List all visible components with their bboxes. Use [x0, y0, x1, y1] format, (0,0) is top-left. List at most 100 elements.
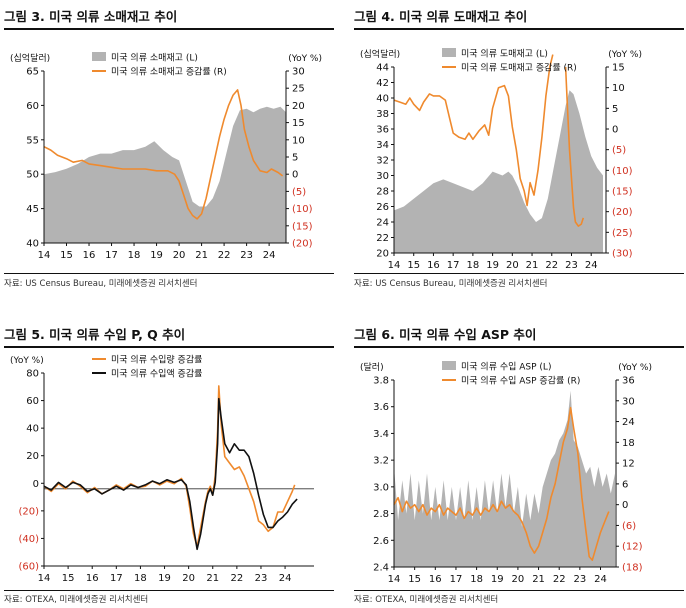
x-tick-label: 19: [491, 574, 504, 585]
series-line-2: [564, 66, 585, 227]
x-tick-label: 24: [279, 573, 292, 584]
chart-svg: 14 15 16 17 18 19 20 21 22 23 24 2.4 2.6 2.8 3.0 3.2 3.4…: [360, 361, 652, 586]
x-tick-label: 15: [62, 573, 75, 584]
x-tick-label: 19: [486, 260, 499, 271]
x-tick-label: 21: [526, 260, 539, 271]
chart-panel-4: 그림 4. 미국 의류 도매재고 추이 14 15 16 17 18 19 20 21 22 23…: [354, 6, 684, 296]
x-tick-label: 20: [173, 250, 186, 261]
legend-label: 미국 의류 소매재고 증감률 (R): [111, 66, 227, 78]
chart-svg: 14 15 16 17 18 19 20 21 22 23 24 20 22 24 26 28 30 32 34 36…: [360, 48, 642, 271]
x-tick-label: 22: [553, 574, 566, 585]
x-tick-label: 17: [105, 250, 118, 261]
series-line-1: [43, 397, 298, 551]
y-tick-label: 65: [26, 67, 39, 78]
x-tick-label: 18: [470, 574, 483, 585]
x-tick-label: 14: [388, 260, 401, 271]
y-tick-label: 28: [376, 187, 389, 198]
y-tick-label-right: 0: [292, 170, 298, 181]
y-tick-label-right: (20): [612, 207, 633, 218]
y-tick-label-right: 15: [612, 63, 625, 74]
x-tick-label: 24: [263, 250, 276, 261]
series-line-0: [43, 385, 296, 548]
y-tick-label: 0: [33, 479, 39, 490]
x-tick-label: 17: [110, 573, 123, 584]
x-tick-label: 20: [182, 573, 195, 584]
y-axis-unit-label-right: (YoY %): [608, 50, 642, 60]
x-tick-label: 16: [86, 573, 99, 584]
y-tick-label-right: 5: [612, 104, 618, 115]
y-tick-label: 45: [26, 204, 39, 215]
y-tick-label: 36: [376, 125, 389, 136]
y-tick-label-right: (10): [292, 204, 313, 215]
x-tick-label: 24: [594, 574, 607, 585]
x-tick-label: 17: [450, 574, 463, 585]
y-tick-label-right: 24: [622, 417, 635, 428]
chart-panel-3: 그림 3. 미국 의류 소매재고 추이 14 15 16 17 18 19 20 21 22 23…: [4, 6, 334, 296]
source-rule: [354, 590, 684, 591]
x-tick-label: 14: [388, 574, 401, 585]
y-tick-label-right: (18): [622, 563, 643, 574]
x-tick-label: 23: [573, 574, 586, 585]
legend-label: 미국 의류 도매재고 (L): [461, 49, 548, 60]
x-tick-label: 15: [60, 250, 73, 261]
x-tick-label: 19: [158, 573, 171, 584]
chart-panel-6: 그림 6. 미국 의류 수입 ASP 추이 14 15 16 17 18 19 20 21 22…: [354, 324, 684, 608]
y-tick-label: (40): [18, 534, 39, 545]
y-tick-label: 44: [376, 63, 389, 74]
title-rule: [354, 346, 684, 348]
y-tick-label-right: (5): [292, 187, 306, 198]
y-tick-label-right: (15): [612, 187, 633, 198]
source-note: 자료: US Census Bureau, 미래에셋증권 리서치센터: [4, 279, 198, 289]
chart-panel-5: 그림 5. 미국 의류 수입 P, Q 추이 14 15 16 17 18 19 20 21 2…: [4, 324, 334, 608]
y-tick-label: 30: [376, 171, 389, 182]
y-tick-label: 32: [376, 156, 389, 167]
y-tick-label-right: 30: [622, 396, 635, 407]
title-rule: [354, 28, 684, 30]
y-tick-label: 80: [26, 369, 39, 380]
x-tick-label: 19: [150, 250, 163, 261]
y-tick-label: 60: [26, 101, 39, 112]
legend-swatch-area: [442, 361, 456, 370]
y-tick-label: 40: [26, 239, 39, 250]
y-tick-label-right: 0: [612, 125, 618, 136]
title-rule: [4, 346, 334, 348]
y-tick-label-right: (15): [292, 221, 313, 232]
y-tick-label-right: (10): [612, 166, 633, 177]
x-tick-label: 17: [447, 260, 460, 271]
y-tick-label-right: 20: [292, 101, 305, 112]
series-area-0: [44, 106, 286, 243]
legend-label: 미국 의류 수입 ASP (L): [461, 361, 551, 373]
legend-swatch-area: [442, 48, 456, 57]
y-tick-label: 24: [376, 218, 389, 229]
y-tick-label: 3.2: [373, 456, 389, 467]
source-rule: [4, 590, 334, 591]
chart-title: 그림 6. 미국 의류 수입 ASP 추이: [354, 327, 537, 342]
x-tick-label: 18: [467, 260, 480, 271]
y-tick-label: (20): [18, 506, 39, 517]
y-tick-label-right: (30): [612, 249, 633, 260]
x-tick-label: 23: [565, 260, 578, 271]
y-tick-label-right: 6: [622, 479, 628, 490]
x-tick-label: 16: [427, 260, 440, 271]
x-tick-label: 24: [585, 260, 598, 271]
x-tick-label: 21: [195, 250, 208, 261]
legend-label: 미국 의류 수입량 증감률: [111, 354, 202, 366]
series-line-1: [43, 89, 284, 220]
y-tick-label: 42: [376, 78, 389, 89]
y-tick-label-right: 0: [622, 500, 628, 511]
y-tick-label-right: 36: [622, 376, 635, 387]
series-area-0: [394, 90, 603, 253]
chart-title: 그림 5. 미국 의류 수입 P, Q 추이: [4, 327, 186, 342]
chart-svg: 14 15 16 17 18 19 20 21 22 23 24404550556065(20)(1…: [10, 52, 322, 261]
y-axis-unit-label: (십억달러): [360, 48, 400, 60]
source-note: 자료: US Census Bureau, 미래에셋증권 리서치센터: [354, 279, 548, 289]
y-axis-unit-label-right: (YoY %): [618, 363, 652, 373]
source-note: 자료: OTEXA, 미래에셋증권 리서치센터: [4, 595, 149, 605]
y-tick-label: 2.6: [373, 536, 389, 547]
y-tick-label: 60: [26, 396, 39, 407]
chart-svg: 14 15 16 17 18 19 20 21 22 23 24 (60) (40) (20) 0 20 40 6…: [10, 354, 314, 584]
source-note: 자료: OTEXA, 미래에셋증권 리서치센터: [354, 595, 499, 605]
x-tick-label: 16: [83, 250, 96, 261]
legend-label: 미국 의류 수입 ASP 증감률 (R): [461, 375, 580, 387]
x-tick-label: 15: [408, 574, 421, 585]
